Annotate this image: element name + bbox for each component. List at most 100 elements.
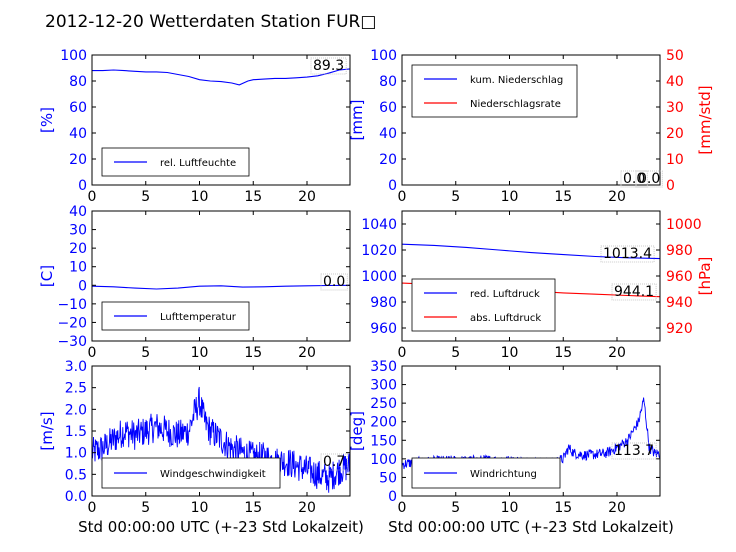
x-tick-label: 0 [398,500,407,516]
y-tick-label: 1040 [361,217,397,233]
series-line-1 [92,68,350,86]
legend-box [411,278,556,332]
value-label-box [310,57,347,75]
legend-entry: Windrichtung [470,469,537,480]
y2-tick-label: 940 [666,295,693,311]
y-tick-label: 100 [60,48,87,64]
y2-tick-label: 30 [666,100,684,116]
y-tick-label: −30 [57,334,87,350]
y-tick-label: 40 [69,126,87,142]
y2-tick-label: 40 [666,74,684,90]
y-tick-label: −20 [57,315,87,331]
y-tick-label: 60 [379,100,397,116]
legend-entry: abs. Luftdruck [470,313,541,324]
y-tick-label: 40 [379,126,397,142]
series-line-1 [92,386,350,493]
x-tick-label: 5 [451,500,460,516]
x-tick-label: 0 [88,345,97,361]
legend: red. Luftdruck abs. Luftdruck [411,278,556,332]
legend-entry: Windgeschwindigkeit [160,469,266,480]
value-label-box [635,170,663,188]
legend-entry: Niederschlagsrate [470,99,561,110]
x-tick-label: 15 [244,189,262,205]
x-tick-label: 20 [298,500,316,516]
y-tick-label: 40 [69,204,87,220]
value-label-box [611,442,657,460]
y2-tick-label: 960 [666,269,693,285]
plot-frame [401,54,661,186]
value-label: 0.0 [323,274,345,290]
value-label: 1013.4 [603,246,652,262]
value-label: 113.7 [614,443,654,459]
x-tick-label: 10 [501,189,519,205]
x-tick-label: 20 [608,189,626,205]
x-tick-label: 15 [554,345,572,361]
y-tick-label: 1000 [361,269,397,285]
value-label-box [600,245,655,263]
y-tick-label: 300 [370,378,397,394]
panel-5: 0 5 10 15 20 0.0 0.5 1.0 1.5 2.0 2.5 3.0 [m/s] Std 00… [38,359,364,536]
y-tick-label: 20 [69,241,87,257]
value-label-box [320,273,348,291]
y-axis-label: [%] [38,107,56,133]
legend: Lufttemperatur [101,301,250,331]
plot-frame [91,210,351,342]
x-tick-label: 0 [398,345,407,361]
x-tick-label: 5 [451,189,460,205]
legend: rel. Luftfeuchte [101,147,250,177]
legend: Windrichtung [411,457,561,489]
y-tick-label: −10 [57,297,87,313]
y-tick-label: 100 [370,452,397,468]
y-tick-label: 980 [370,295,397,311]
value-label-box [611,283,657,301]
y-tick-label: 150 [370,433,397,449]
y-tick-label: 0.0 [65,489,87,505]
series-line-1 [92,284,350,290]
y-tick-label: 50 [379,470,397,486]
x-tick-label: 0 [398,189,407,205]
value-label: 0.7 [323,454,345,470]
value-label: 89.3 [313,58,344,74]
legend: Windgeschwindigkeit [101,457,281,489]
y-tick-label: 960 [370,321,397,337]
plot-frame [401,365,661,497]
y-tick-label: 80 [379,74,397,90]
y-tick-label: 200 [370,415,397,431]
y-tick-label: 1.5 [65,424,87,440]
y-tick-label: 80 [69,74,87,90]
y2-tick-label: 980 [666,243,693,259]
y-tick-label: 0 [78,178,87,194]
y-tick-label: 0 [388,178,397,194]
y2-tick-label: 10 [666,152,684,168]
x-tick-label: 15 [244,500,262,516]
y-tick-label: 0 [388,489,397,505]
x-tick-label: 5 [141,500,150,516]
y2-tick-label: 50 [666,48,684,64]
x-tick-label: 15 [554,500,572,516]
value-label: 0.0 [623,171,645,187]
x-tick-label: 5 [451,345,460,361]
value-label: 944.1 [614,284,654,300]
value-label-box [320,453,348,471]
y2-axis-label: [mm/std] [696,85,714,154]
y-tick-label: 350 [370,359,397,375]
y2-tick-label: 920 [666,321,693,337]
y-tick-label: 20 [69,152,87,168]
y-tick-label: 0.5 [65,467,87,483]
value-label: 0.0 [638,171,660,187]
y-tick-label: 3.0 [65,359,87,375]
x-tick-label: 20 [608,345,626,361]
x-tick-label: 0 [88,189,97,205]
y-axis-label: [deg] [348,411,366,451]
y2-axis-label: [hPa] [696,257,714,296]
x-tick-label: 5 [141,345,150,361]
panel-2: 0 5 10 15 20 0 20 40 60 80 100 0 10 20 30 40 50 [mm] [mm/s… [348,48,714,205]
x-tick-label: 5 [141,189,150,205]
y-tick-label: 20 [379,152,397,168]
y-tick-label: 100 [370,48,397,64]
y-tick-label: 2.0 [65,402,87,418]
x-tick-label: 15 [554,189,572,205]
legend-entry: kum. Niederschlag [470,75,563,86]
